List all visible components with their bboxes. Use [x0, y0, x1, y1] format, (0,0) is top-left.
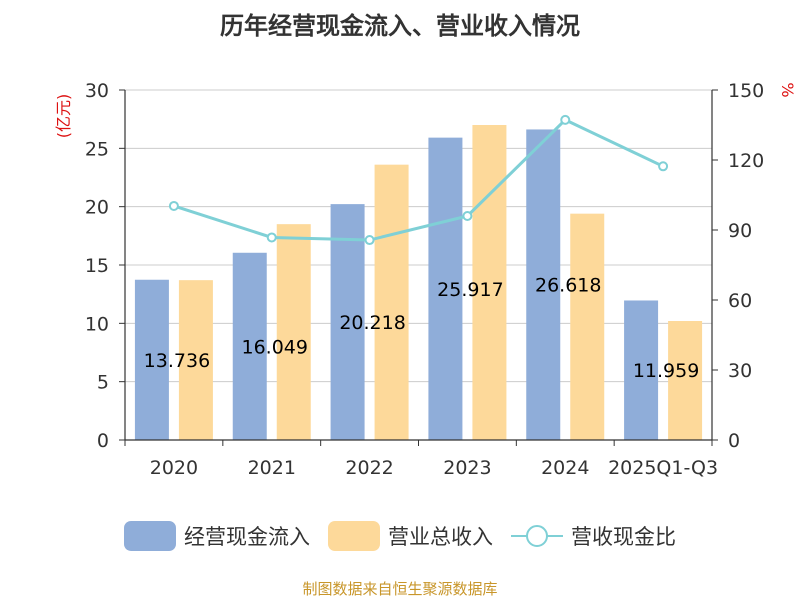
- x-axis-tick-label: 2021: [248, 457, 296, 479]
- bar-cash-inflow: [526, 129, 561, 440]
- left-axis-tick-label: 0: [97, 430, 109, 452]
- bar-revenue: [374, 164, 409, 440]
- legend-swatch-cash-inflow: [124, 521, 176, 551]
- bar-cash-inflow: [428, 137, 463, 440]
- legend-swatch-revenue: [328, 521, 380, 551]
- x-axis-tick-label: 2022: [345, 457, 393, 479]
- right-axis-tick-label: 120: [728, 150, 764, 172]
- left-axis-tick-label: 5: [97, 372, 109, 394]
- left-axis-tick-label: 15: [85, 255, 109, 277]
- left-axis-tick-label: 20: [85, 197, 109, 219]
- bar-value-label: 16.049: [242, 336, 308, 358]
- legend-item-cash-inflow[interactable]: 经营现金流入: [124, 521, 310, 551]
- x-axis-tick-label: 2020: [150, 457, 198, 479]
- point-cash-ratio: [364, 235, 375, 246]
- x-axis-tick-label: 2024: [541, 457, 589, 479]
- axes: 0 5 10 15 20 25 30 0 30 60 90 120 150 2020 2021 2022 202…: [85, 80, 764, 479]
- source-note: 制图数据来自恒生聚源数据库: [302, 580, 498, 598]
- point-cash-ratio: [462, 211, 473, 221]
- legend-label-revenue: 营业总收入: [388, 525, 493, 549]
- data-labels: 13.736 16.049 20.218 25.917 26.618 11.959: [144, 275, 700, 383]
- x-axis-tick-label: 2023: [443, 457, 491, 479]
- right-axis-tick-label: 0: [728, 430, 740, 452]
- bar-cash-inflow: [624, 300, 659, 440]
- right-axis-tick-label: 90: [728, 220, 752, 242]
- bar-value-label: 13.736: [144, 350, 210, 372]
- bar-revenue: [178, 280, 213, 440]
- legend-item-cash-ratio[interactable]: 营收现金比: [511, 521, 676, 551]
- point-cash-ratio: [168, 200, 179, 211]
- bar-revenue: [472, 125, 507, 440]
- bar-revenue: [570, 213, 605, 440]
- bar-cash-inflow: [134, 279, 169, 440]
- bar-value-label: 25.917: [437, 279, 503, 301]
- legend-label-cash-inflow: 经营现金流入: [184, 525, 310, 549]
- bar-value-label: 11.959: [633, 360, 699, 382]
- bar-value-label: 20.218: [339, 312, 405, 334]
- legend-item-revenue[interactable]: 营业总收入: [328, 521, 493, 551]
- right-axis-tick-label: 60: [728, 290, 752, 312]
- right-axis-tick-label: 30: [728, 360, 752, 382]
- bar-series: [134, 125, 703, 440]
- left-axis-tick-label: 25: [85, 138, 109, 160]
- right-axis-unit: %: [778, 82, 797, 97]
- point-cash-ratio: [658, 161, 669, 172]
- left-axis-unit: (亿元): [54, 94, 73, 139]
- bar-revenue: [668, 321, 703, 440]
- x-axis-tick-label: 2025Q1-Q3: [608, 457, 718, 479]
- legend: 经营现金流入 营业总收入 营收现金比: [0, 518, 800, 554]
- chart-title: 历年经营现金流入、营业收入情况: [220, 12, 580, 40]
- left-axis-tick-label: 10: [85, 313, 109, 335]
- bar-cash-inflow: [330, 204, 365, 440]
- gridlines: [125, 89, 712, 383]
- right-axis-tick-label: 150: [728, 80, 764, 102]
- legend-label-cash-ratio: 营收现金比: [571, 525, 676, 549]
- left-axis-tick-label: 30: [85, 80, 109, 102]
- bar-cash-inflow: [232, 252, 267, 440]
- line-series: [168, 114, 669, 246]
- point-cash-ratio: [266, 232, 277, 243]
- bar-value-label: 26.618: [535, 275, 601, 297]
- bar-revenue: [276, 224, 311, 440]
- point-cash-ratio: [560, 114, 571, 125]
- legend-swatch-cash-ratio: [511, 525, 563, 547]
- line-cash-ratio: [173, 118, 664, 242]
